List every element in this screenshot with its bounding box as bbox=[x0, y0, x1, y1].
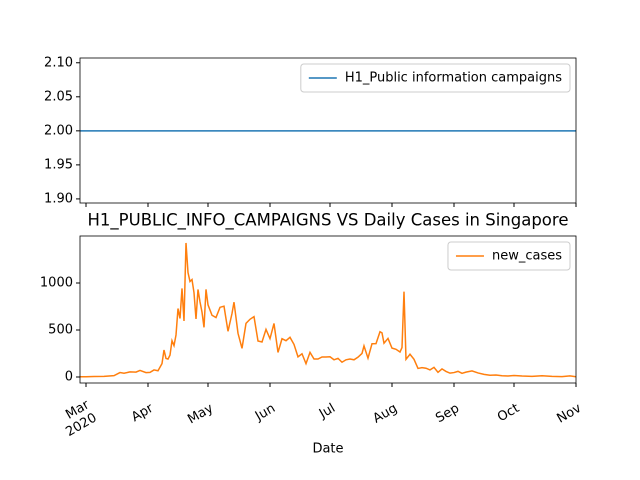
y-tick-label: 2.05 bbox=[44, 89, 73, 104]
y-tick-label: 2.10 bbox=[44, 55, 73, 70]
y-tick-label: 0 bbox=[65, 369, 73, 384]
legend-frame bbox=[447, 241, 571, 271]
y-tick-label: 1.95 bbox=[44, 157, 73, 172]
legend-label: new_cases bbox=[492, 249, 562, 264]
axes-frame bbox=[79, 235, 577, 384]
y-tick-label: 1.90 bbox=[44, 191, 73, 206]
legend: new_cases bbox=[447, 241, 571, 271]
legend-label: H1_Public information campaigns bbox=[345, 71, 562, 86]
y-tick-label: 1000 bbox=[40, 275, 73, 290]
x-axis-label: Date bbox=[312, 442, 343, 457]
x-tick-label: Jul bbox=[316, 401, 338, 422]
chart-title: H1_PUBLIC_INFO_CAMPAIGNS VS Daily Cases … bbox=[88, 211, 569, 231]
legend: H1_Public information campaigns bbox=[300, 63, 571, 93]
legend-frame bbox=[300, 63, 571, 93]
y-tick-label: 500 bbox=[48, 322, 73, 337]
axes-frame bbox=[79, 57, 577, 204]
data-line bbox=[80, 242, 576, 378]
y-tick-label: 2.00 bbox=[44, 123, 73, 138]
